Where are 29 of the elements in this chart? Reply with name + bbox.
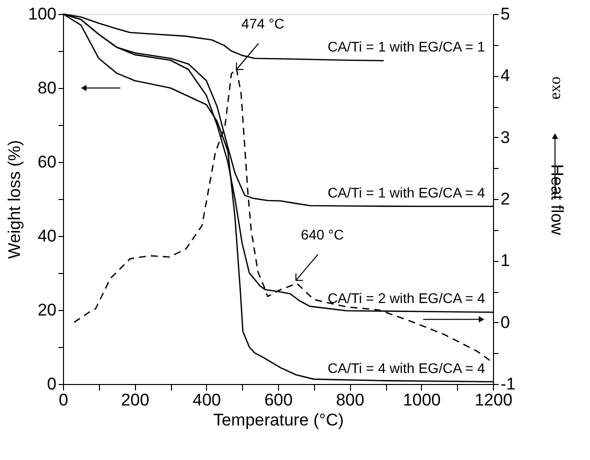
y2-tick-label: 1: [500, 251, 510, 270]
annotation: 474 °C: [241, 16, 284, 32]
y2-tick-label: 3: [500, 128, 510, 147]
y-axis-title: Weight loss (%): [5, 140, 24, 259]
annotation: 640 °C: [300, 226, 344, 242]
x-tick-label: 600: [264, 390, 293, 410]
x-tick-label: 200: [120, 390, 150, 410]
series-label: CA/Ti = 2 with EG/CA = 4: [328, 290, 486, 306]
y-tick-label: 80: [38, 78, 56, 98]
x-tick-label: 400: [192, 390, 222, 410]
series-label: CA/Ti = 1 with EG/CA = 1: [328, 38, 486, 55]
y-tick-label: 40: [38, 226, 56, 246]
x-tick-label: 1200: [474, 390, 512, 410]
y-tick-label: 0: [47, 374, 56, 394]
series-label: CA/Ti = 1 with EG/CA = 4: [328, 184, 486, 200]
y2-tick-label: 5: [500, 4, 510, 24]
y2-tick-label: 4: [500, 66, 510, 86]
y2-tick-label: -1: [500, 374, 516, 394]
x-tick-label: 0: [58, 390, 68, 410]
x-tick-label: 1000: [402, 390, 441, 410]
y-tick-label: 100: [28, 4, 56, 24]
x-axis-title: Temperature (°C): [213, 410, 344, 430]
y2-tick-label: 2: [500, 190, 510, 208]
text: exo: [547, 76, 564, 100]
series-label: CA/Ti = 4 with EG/CA = 4: [328, 360, 486, 376]
y-tick-label: 60: [38, 152, 56, 172]
y2-tick-label: 0: [500, 312, 510, 332]
x-tick-label: 800: [336, 390, 364, 410]
y-tick-label: 20: [38, 300, 56, 320]
